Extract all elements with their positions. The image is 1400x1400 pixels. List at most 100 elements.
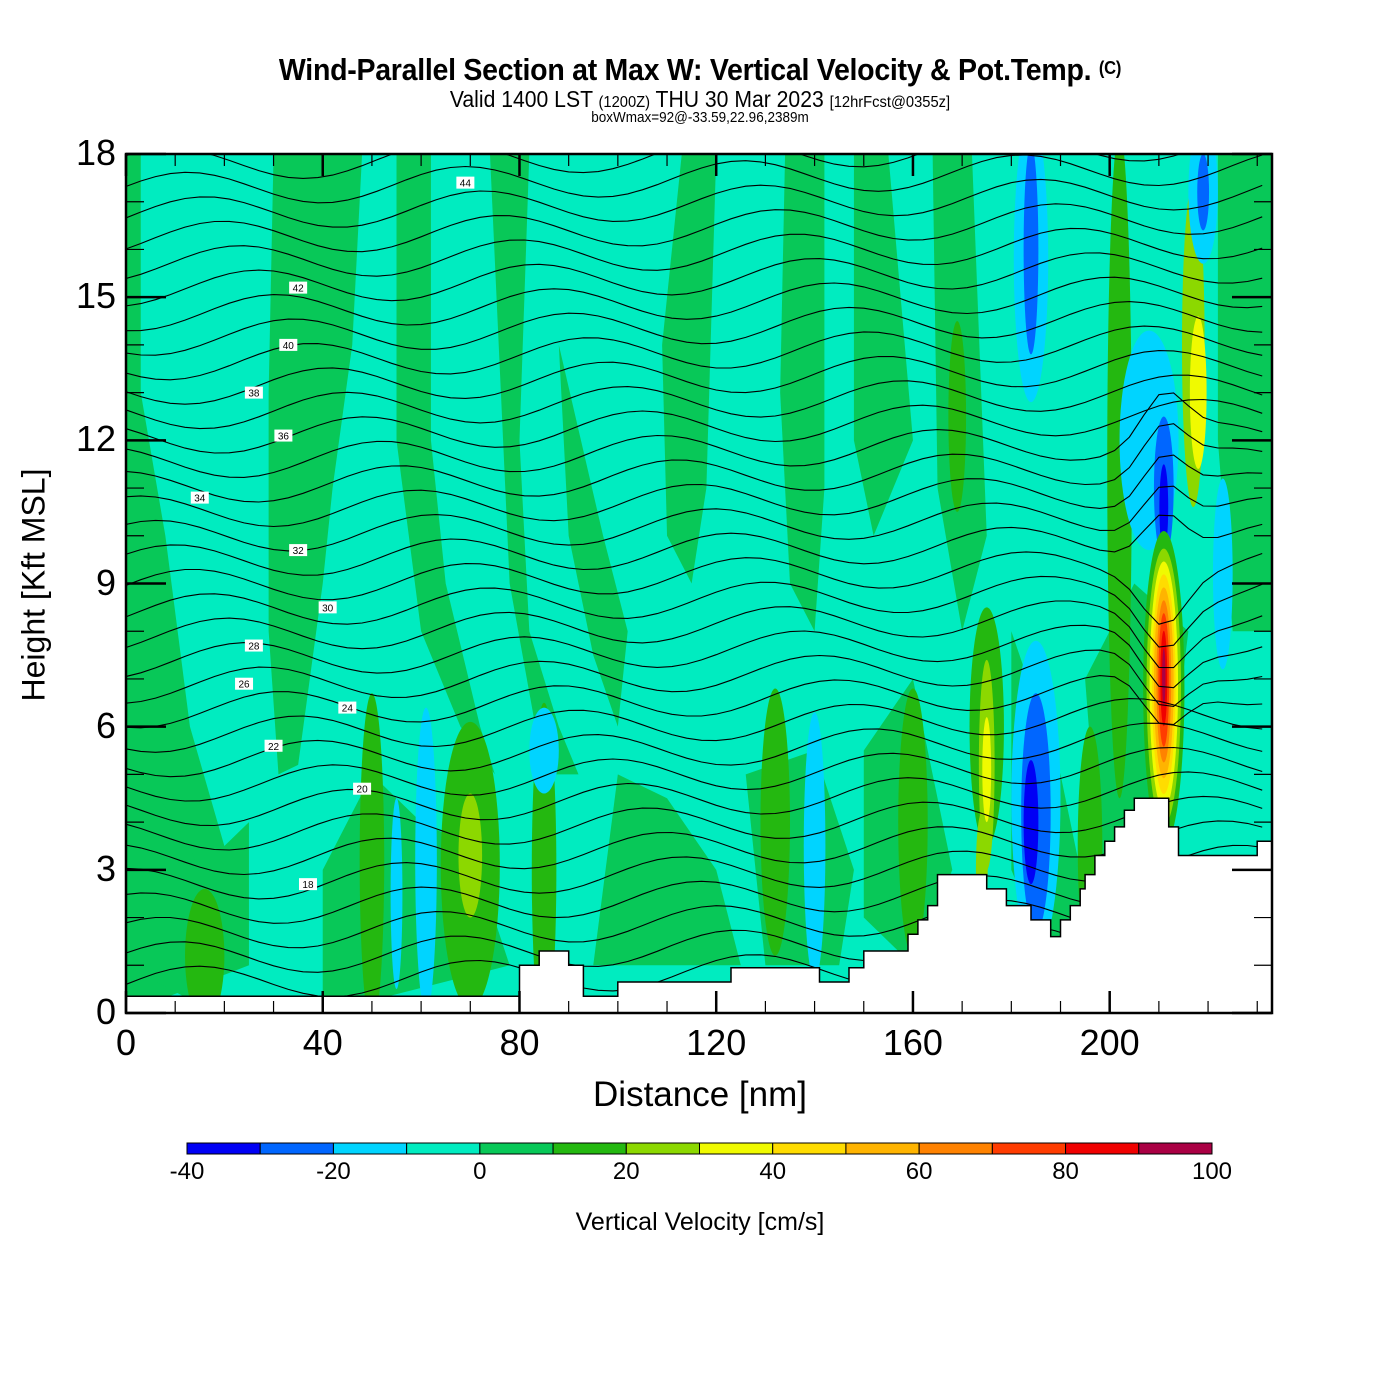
contour-label-text: 44 [460,179,472,190]
y-tick-label: 3 [95,847,116,889]
isentrope [126,154,1182,179]
x-tick-label: 40 [302,1022,343,1063]
w-region [1212,478,1233,670]
isentrope [126,374,1263,430]
isentrope [126,746,1263,802]
w-region [1159,464,1169,551]
contour-label: 18 [298,878,317,891]
contour-label: 24 [338,701,357,715]
isentrope [126,423,1263,503]
colorbar-swatch [332,1142,408,1155]
contour-label-bg [264,739,283,752]
isentrope [126,252,1263,307]
isentrope [126,276,1263,332]
contour-label: 20 [353,782,372,796]
isentrope [126,869,1263,924]
isentrope [126,600,1263,669]
y-axis-label: Height [Kft MSL] [15,468,52,702]
x-tick-label: 160 [882,1022,943,1063]
isentrope [126,301,1263,356]
colorbar-tick-label: 0 [473,1158,487,1185]
valid-zulu: (1200Z) [598,94,651,111]
contour-label-bg [318,601,337,614]
chart-title: Wind-Parallel Section at Max W: Vertical… [56,52,1344,88]
isentrope [126,178,1263,228]
contour-label-text: 18 [302,880,314,891]
contour-label-text: 30 [322,603,334,614]
contour-label-bg [190,491,209,504]
x-tick-label: 120 [686,1022,747,1063]
contour-label-bg [456,176,475,189]
valid-time: Valid 1400 LST [449,86,593,112]
contour-label-text: 36 [278,432,290,443]
y-tick-label: 12 [75,418,116,460]
colorbar-swatch [1065,1142,1140,1155]
colorbar-swatch [406,1142,481,1155]
w-region [268,154,363,775]
w-region [558,344,628,727]
contour-label-text: 28 [248,642,260,653]
terrain [126,797,1272,1013]
contour-label-text: 32 [293,546,305,557]
colorbar-swatch [186,1142,261,1155]
chart-subtitle: Valid 1400 LST (1200Z) THU 30 Mar 2023 [… [56,86,1344,113]
w-region [415,707,437,1013]
colorbar-swatch [772,1142,847,1155]
contour-label: 28 [244,639,263,653]
box-info: boxWmax=92@-33.59,22.96,2389m [591,109,809,126]
colorbar-swatch [845,1142,920,1155]
contour-label: 44 [456,176,475,190]
contour-label-bg [235,677,254,690]
isentrope [126,514,1263,576]
colorbar-tick-label: 80 [1052,1158,1079,1185]
colorbar-label: Vertical Velocity [cm/s] [575,1208,825,1236]
w-region [359,693,385,1013]
w-region [780,154,825,632]
w-region [898,688,928,956]
isentrope [126,551,1263,625]
contour-label: 38 [244,386,263,400]
w-region [662,154,717,584]
w-region [458,793,483,918]
w-region [803,712,826,980]
colorbar [186,1142,1213,1155]
isentropes [126,154,1263,998]
colorbar-tick-label: 100 [1191,1158,1233,1185]
isentrope [126,392,1263,478]
x-tick-label: 80 [499,1022,540,1063]
colorbar-swatch [552,1142,627,1155]
velocity-field [126,154,1272,1013]
valid-date: THU 30 Mar 2023 [655,86,824,112]
colorbar-swatch [479,1142,554,1155]
isentrope [126,771,1263,827]
w-region [1197,154,1210,231]
isentrope [126,227,1263,280]
y-tick-label: 6 [95,704,116,746]
contour-label: 40 [279,338,298,352]
contour-label: 36 [274,429,293,443]
w-region [529,707,559,794]
y-tick-label: 15 [75,275,116,317]
w-region [982,717,992,823]
forecast-info: [12hrFcst@0355z] [829,94,951,111]
x-tick-label: 200 [1079,1022,1140,1063]
colorbar-tick-label: 40 [759,1158,787,1185]
isentrope [126,795,1263,851]
colorbar-tick-label: 60 [905,1158,933,1185]
isentrope [126,203,1263,253]
contour-label-bg [244,386,263,399]
isentrope [126,675,1263,729]
contour-label-text: 40 [283,341,295,352]
isentrope [126,325,1263,381]
contour-label-bg [289,281,308,294]
colorbar-tick-label: -20 [316,1158,351,1185]
w-region [1217,154,1272,632]
isentrope [126,350,1263,405]
contour-label-text: 22 [268,742,280,753]
w-region [1023,760,1039,885]
contour-label: 34 [190,491,209,505]
axis-ticks [124,152,1272,1015]
isentrope [126,624,1263,689]
colorbar-swatch [625,1142,700,1155]
